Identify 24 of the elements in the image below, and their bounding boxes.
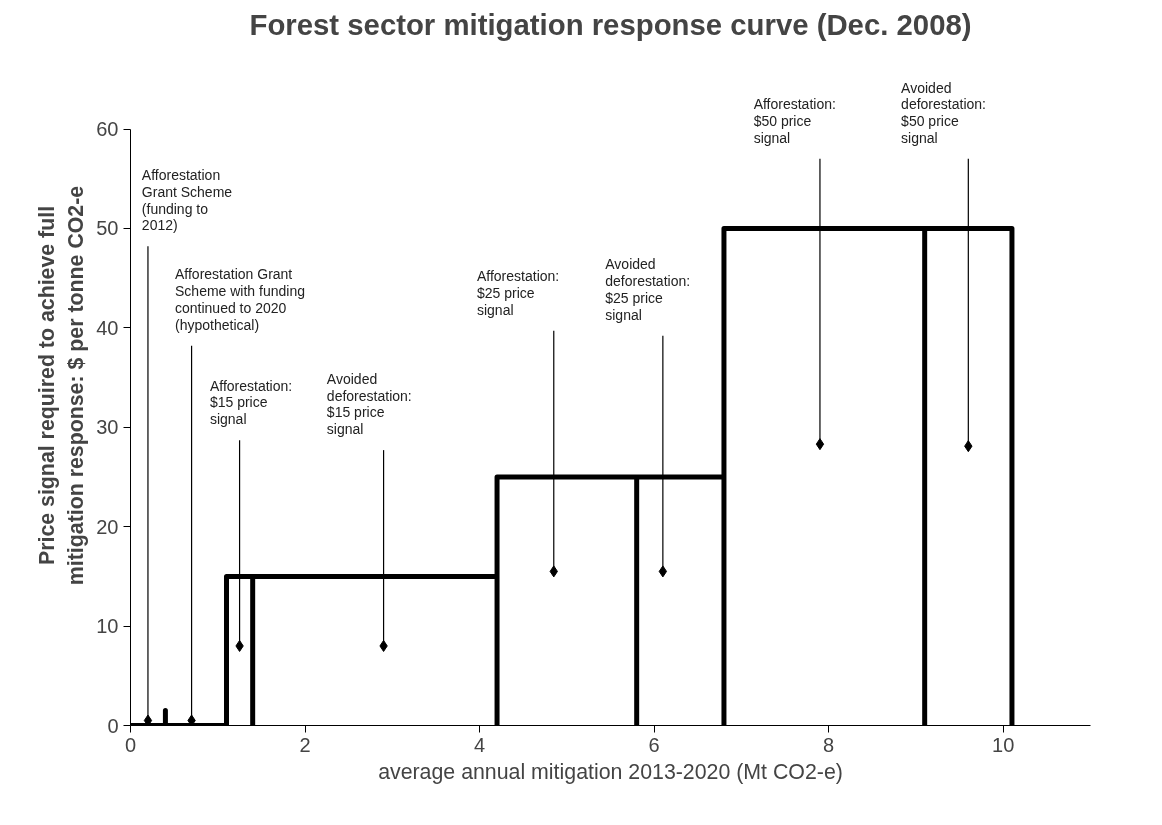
x-tick-label: 4 xyxy=(474,733,486,756)
y-tick-label: 60 xyxy=(96,118,119,141)
annotation: Afforestation: $25 price signal xyxy=(476,268,560,318)
x-tick-label: 0 xyxy=(124,733,137,756)
x-tick-label: 8 xyxy=(823,733,835,756)
chart-title: Forest sector mitigation response curve (Dec. 2008) xyxy=(249,7,972,41)
annotation: Afforestation: $15 price signal xyxy=(209,377,293,428)
annotation: Avoided deforestation: $25 price signal xyxy=(605,256,691,323)
annotation: Avoided deforestation: $50 price signal xyxy=(901,79,986,146)
y-tick-label: 40 xyxy=(96,316,119,339)
annotation: Afforestation: $50 price signal xyxy=(753,96,836,146)
y-tick-label: 10 xyxy=(96,615,119,638)
y-tick-label: 20 xyxy=(96,515,119,538)
annotation: Avoided deforestation: $15 price signal xyxy=(326,370,412,438)
y-axis-title: Price signal required to achieve full mitigation response: $ per tonne CO2-e xyxy=(35,185,89,586)
x-axis-title: average annual mitigation 2013-2020 (Mt CO2-e) xyxy=(378,759,843,784)
annotation: Afforestation Grant Scheme (funding to 2012) xyxy=(141,166,233,234)
annotation: Afforestation Grant Scheme with funding continued to 2020 (hypothetical) xyxy=(175,266,305,333)
y-tick-label: 30 xyxy=(96,416,119,439)
x-tick-label: 6 xyxy=(648,733,660,756)
y-tick-label: 0 xyxy=(107,714,119,737)
x-tick-label: 10 xyxy=(992,733,1015,756)
x-tick-label: 2 xyxy=(299,733,311,756)
y-tick-label: 50 xyxy=(96,217,119,240)
